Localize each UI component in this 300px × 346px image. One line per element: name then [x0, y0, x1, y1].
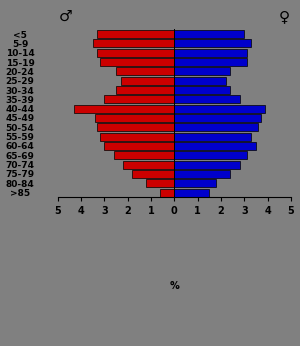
Bar [95, 114, 174, 122]
Bar [174, 30, 244, 38]
Bar [97, 30, 174, 38]
Bar [104, 95, 174, 103]
Bar [123, 161, 174, 169]
Bar [97, 124, 174, 131]
Bar [174, 58, 247, 66]
Bar [174, 170, 230, 178]
Bar [174, 151, 247, 159]
Bar [121, 77, 174, 85]
Text: ♂: ♂ [59, 9, 72, 24]
Bar [174, 133, 251, 140]
Bar [74, 105, 174, 113]
Bar [174, 161, 240, 169]
Bar [174, 124, 258, 131]
Bar [174, 189, 209, 197]
Bar [116, 86, 174, 94]
Bar [174, 95, 240, 103]
Bar [100, 58, 174, 66]
Bar [174, 49, 247, 57]
Bar [174, 77, 226, 85]
Bar [174, 142, 256, 150]
Bar [160, 189, 174, 197]
Bar [174, 39, 251, 47]
Bar [132, 170, 174, 178]
Bar [174, 86, 230, 94]
Text: %: % [169, 281, 179, 291]
Bar [97, 49, 174, 57]
Bar [174, 179, 216, 187]
Bar [93, 39, 174, 47]
Text: ♀: ♀ [279, 9, 290, 24]
Bar [174, 105, 266, 113]
Bar [104, 142, 174, 150]
Bar [100, 133, 174, 140]
Bar [114, 151, 174, 159]
Bar [146, 179, 174, 187]
Bar [116, 67, 174, 75]
Bar [174, 114, 261, 122]
Bar [174, 67, 230, 75]
